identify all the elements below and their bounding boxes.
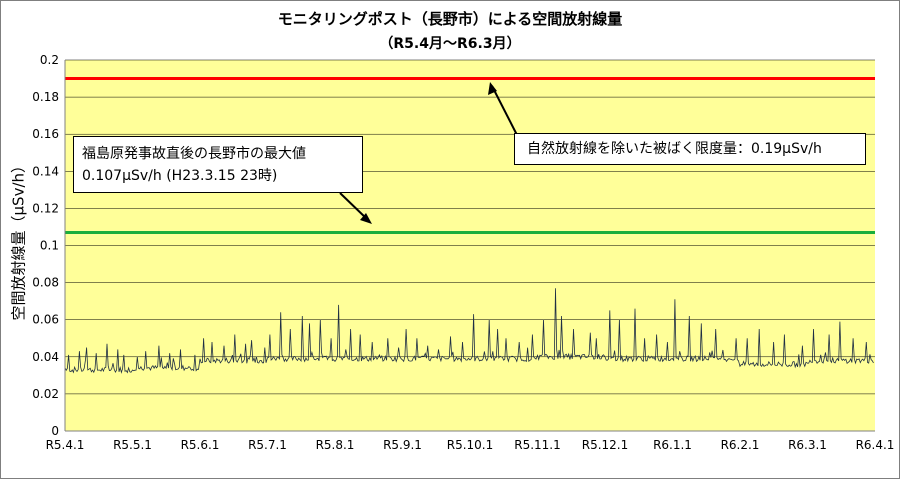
- x-tick-label: R5.9.1: [383, 438, 422, 452]
- y-tick-label: 0: [51, 424, 59, 438]
- arrow-to-limit-line: [491, 85, 518, 136]
- x-tick-label: R6.4.1: [856, 438, 895, 452]
- y-tick-label: 0.06: [32, 313, 59, 327]
- x-tick-label: R6.1.1: [653, 438, 692, 452]
- y-tick-label: 0.12: [32, 201, 59, 215]
- chart-title: モニタリングポスト（長野市）による空間放射線量: [277, 10, 623, 28]
- dose-rate-series-line: [64, 288, 874, 374]
- x-tick-label: R5.8.1: [316, 438, 355, 452]
- max-value-callout-line1: 福島原発事故直後の長野市の最大値: [82, 146, 306, 162]
- x-tick-label: R5.5.1: [113, 438, 152, 452]
- y-tick-label: 0.16: [32, 127, 59, 141]
- y-tick-label: 0.08: [32, 276, 59, 290]
- y-tick-label: 0.1: [40, 239, 59, 253]
- x-tick-label: R5.11.1: [514, 438, 561, 452]
- y-tick-labels: 0 0.02 0.04 0.06 0.08 0.1 0.12 0.14 0.16 0.18 0.2: [32, 53, 59, 438]
- x-tick-labels: R5.4.1 R5.5.1 R5.6.1 R5.7.1 R5.8.1 R5.9.1 R5.1…: [46, 438, 895, 452]
- y-tick-label: 0.2: [40, 53, 59, 67]
- y-tick-label: 0.18: [32, 90, 59, 104]
- arrow-to-max-line: [339, 192, 369, 221]
- x-tick-label: R5.7.1: [248, 438, 287, 452]
- y-tick-label: 0.02: [32, 387, 59, 401]
- max-value-callout-line2: 0.107μSv/h (H23.3.15 23時): [82, 168, 278, 184]
- chart-subtitle: （R5.4月～R6.3月）: [379, 36, 521, 52]
- x-tick-label: R5.10.1: [447, 438, 494, 452]
- x-tick-label: R6.3.1: [788, 438, 827, 452]
- max-value-callout: 福島原発事故直後の長野市の最大値 0.107μSv/h (H23.3.15 23…: [73, 136, 363, 193]
- x-tick-label: R6.2.1: [721, 438, 760, 452]
- limit-callout: 自然放射線を除いた被ばく限度量：0.19μSv/h: [514, 133, 866, 165]
- gridlines: [65, 59, 875, 395]
- y-tick-label: 0.14: [32, 164, 59, 178]
- x-tick-label: R5.4.1: [46, 438, 85, 452]
- arrow-head-limit: [488, 82, 497, 95]
- x-tick-label: R5.12.1: [582, 438, 629, 452]
- y-tick-label: 0.04: [32, 350, 59, 364]
- arrow-head-max: [360, 213, 372, 224]
- x-tick-label: R5.6.1: [181, 438, 220, 452]
